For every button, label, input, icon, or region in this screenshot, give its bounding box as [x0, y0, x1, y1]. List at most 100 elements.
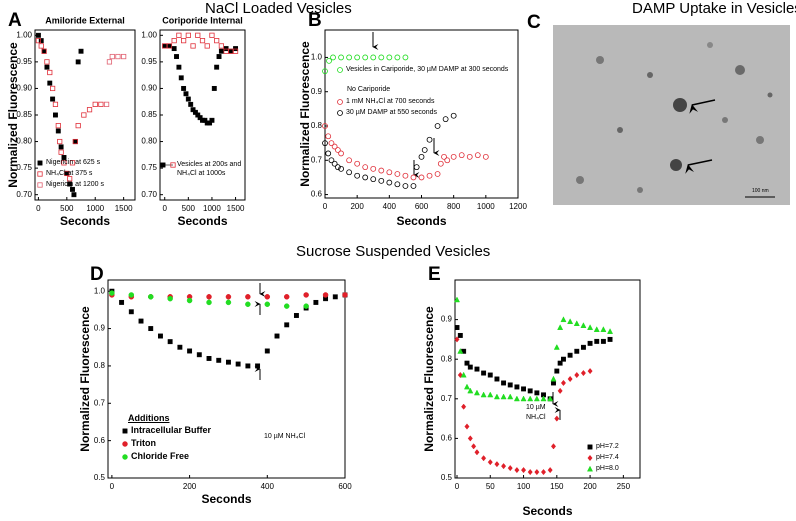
data-point [338, 150, 344, 157]
data-point [362, 54, 369, 61]
data-point [218, 48, 224, 54]
x-tick-label: 1000 [86, 204, 104, 213]
y-axis-label: Normalized Fluorescence [298, 41, 312, 187]
data-point [394, 54, 401, 61]
data-point [466, 153, 473, 160]
data-point [561, 356, 566, 362]
data-point [183, 91, 189, 97]
data-point [64, 170, 70, 177]
data-point [284, 322, 290, 328]
data-point [550, 443, 557, 450]
data-point [487, 391, 494, 398]
y-tick-label: 1.0 [311, 53, 323, 62]
data-point [147, 294, 154, 300]
data-point [138, 318, 144, 324]
data-point [119, 299, 125, 305]
y-tick-label: 0.7 [441, 394, 453, 403]
data-point [122, 441, 128, 447]
data-point [481, 370, 487, 376]
annotation: 10 µM NH₄Cl [264, 433, 306, 440]
data-point [293, 313, 299, 318]
data-point [55, 123, 61, 129]
data-point [81, 112, 87, 118]
data-point [473, 389, 480, 396]
data-point [334, 147, 341, 153]
data-point [587, 324, 594, 330]
data-point [338, 54, 344, 61]
data-point [72, 138, 78, 145]
plot-frame [454, 279, 641, 479]
data-point [225, 299, 232, 306]
data-point [600, 326, 607, 332]
data-point [600, 338, 606, 344]
x-tick-label: 200 [183, 482, 197, 491]
data-point [337, 67, 343, 73]
data-point [211, 85, 217, 91]
data-point [410, 174, 417, 181]
panel-letter: E [428, 264, 441, 285]
data-point [331, 143, 338, 150]
data-point [235, 361, 241, 367]
data-point [442, 116, 449, 123]
data-point [534, 390, 540, 396]
annotation: 10 µM [526, 404, 546, 411]
data-point [494, 461, 500, 468]
data-point [553, 343, 560, 350]
data-point [474, 366, 480, 372]
data-point [547, 466, 553, 474]
legend-label: NH₄Cl at 375 s [46, 170, 93, 177]
section-heading: Sucrose Suspended Vesicles [296, 243, 491, 260]
section-heading: NaCl Loaded Vesicles [205, 0, 352, 17]
legend-label: Vesicles at 200s and NH₄Cl at 1000s [177, 161, 242, 177]
data-point [487, 459, 493, 466]
data-point [58, 144, 64, 150]
x-tick-label: 200 [583, 482, 597, 491]
data-point [507, 465, 513, 472]
y-tick-label: 0.5 [94, 473, 106, 482]
data-point [78, 48, 84, 54]
data-point [354, 160, 361, 167]
data-point [98, 101, 104, 107]
data-point [527, 395, 534, 402]
data-point [188, 101, 194, 107]
data-point [35, 38, 42, 44]
y-tick-label: 1.00 [16, 30, 32, 39]
data-point [171, 46, 177, 52]
data-point [450, 153, 457, 160]
y-tick-label: 0.6 [94, 436, 106, 445]
data-point [58, 149, 64, 155]
data-point [67, 176, 73, 182]
data-point [513, 395, 520, 402]
legend-label: Nigericin at 1200 s [46, 181, 104, 188]
data-point [394, 181, 401, 188]
data-point [37, 171, 43, 177]
data-point [378, 54, 385, 61]
data-point [181, 38, 187, 44]
data-point [199, 38, 206, 44]
data-point [44, 64, 50, 70]
data-point [501, 380, 507, 386]
data-point [303, 303, 309, 309]
data-point [410, 183, 417, 189]
x-tick-label: 150 [550, 482, 564, 491]
data-point [607, 328, 614, 334]
data-point [204, 43, 210, 49]
data-point [370, 54, 377, 61]
data-point [86, 107, 93, 113]
data-point [514, 384, 520, 390]
data-point [178, 75, 184, 81]
x-tick-label: 0 [110, 482, 115, 491]
y-axis-label: Normalized Fluorescence [78, 306, 92, 452]
x-tick-label: 200 [350, 202, 364, 211]
y-tick-label: 0.75 [141, 163, 157, 172]
data-point [337, 110, 343, 116]
data-point [325, 150, 332, 157]
data-point [209, 117, 215, 123]
data-point [550, 375, 557, 382]
chart-title: Amiloride External [45, 15, 125, 25]
data-point [128, 292, 135, 298]
x-axis-label: Seconds [201, 492, 251, 506]
data-point [206, 356, 212, 361]
data-point [52, 101, 59, 107]
